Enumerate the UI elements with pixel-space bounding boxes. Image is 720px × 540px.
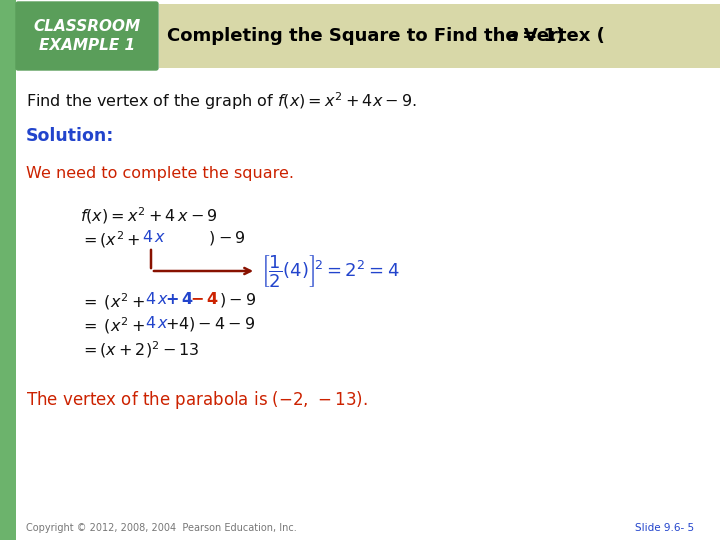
Text: CLASSROOM
EXAMPLE 1: CLASSROOM EXAMPLE 1 <box>33 18 140 53</box>
Text: $\quad\quad\quad) - 9$: $\quad\quad\quad) - 9$ <box>162 229 246 247</box>
Text: $\boldsymbol{-\,4}$: $\boldsymbol{-\,4}$ <box>190 291 218 307</box>
Text: Copyright © 2012, 2008, 2004  Pearson Education, Inc.: Copyright © 2012, 2008, 2004 Pearson Edu… <box>26 523 297 533</box>
Text: $4\,x$: $4\,x$ <box>145 315 169 331</box>
Text: Solution:: Solution: <box>26 127 114 145</box>
Bar <box>0 0 16 540</box>
Text: $\left[\dfrac{1}{2}(4)\right]^{\!2} = 2^2 = 4$: $\left[\dfrac{1}{2}(4)\right]^{\!2} = 2^… <box>261 253 400 289</box>
Text: $=\;(x^2 +\,$: $=\;(x^2 +\,$ <box>80 291 145 312</box>
Text: $= (x^2 +\,$: $= (x^2 +\,$ <box>80 229 140 249</box>
Text: $+ 4) - 4 - 9$: $+ 4) - 4 - 9$ <box>165 315 256 333</box>
Bar <box>159 4 720 68</box>
Text: a: a <box>507 27 519 45</box>
Text: $=\;(x^2 +\,$: $=\;(x^2 +\,$ <box>80 315 145 336</box>
Text: We need to complete the square.: We need to complete the square. <box>26 166 294 181</box>
Text: The vertex of the parabola is $(-2,\,-13)$.: The vertex of the parabola is $(-2,\,-13… <box>26 389 368 411</box>
Text: $f(x) = x^2 + 4\,x - 9$: $f(x) = x^2 + 4\,x - 9$ <box>80 205 217 226</box>
FancyBboxPatch shape <box>16 2 158 70</box>
Text: = 1): = 1) <box>516 27 564 45</box>
Text: Slide 9.6- 5: Slide 9.6- 5 <box>635 523 694 533</box>
Text: $= (x + 2)^2 - 13$: $= (x + 2)^2 - 13$ <box>80 339 199 360</box>
Text: $4\,x$: $4\,x$ <box>142 229 166 245</box>
Text: Find the vertex of the graph of $f(x) = x^2 + 4x - 9$.: Find the vertex of the graph of $f(x) = … <box>26 90 417 112</box>
Text: $\;) - 9$: $\;) - 9$ <box>215 291 256 309</box>
Text: $4\,x$: $4\,x$ <box>145 291 169 307</box>
Text: $\boldsymbol{+\,4}$: $\boldsymbol{+\,4}$ <box>165 291 194 307</box>
Text: Completing the Square to Find the Vertex (: Completing the Square to Find the Vertex… <box>167 27 605 45</box>
